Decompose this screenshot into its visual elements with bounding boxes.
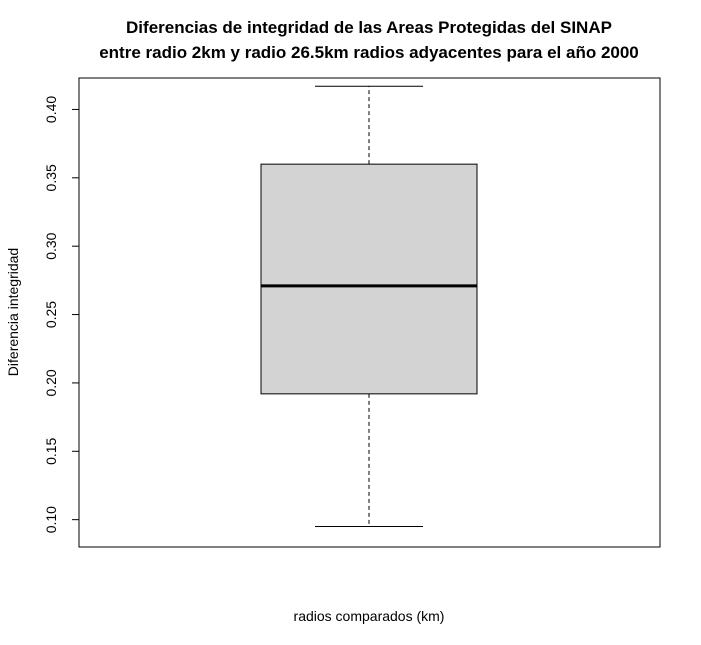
chart-title-line-1: Diferencias de integridad de las Areas P… (126, 18, 612, 37)
y-axis: 0.10 0.15 0.20 0.25 0.30 0.35 0.40 (43, 96, 80, 533)
x-axis-label: radios comparados (km) (294, 608, 445, 624)
y-tick-label: 0.40 (43, 96, 59, 123)
box-plot (260, 85, 478, 527)
y-axis-label: Diferencia integridad (5, 248, 21, 376)
y-tick-label: 0.25 (43, 301, 59, 328)
interquartile-box (260, 163, 478, 395)
y-tick-label: 0.20 (43, 369, 59, 396)
chart-title-line-2: entre radio 2km y radio 26.5km radios ad… (99, 43, 639, 62)
y-tick-label: 0.10 (43, 506, 59, 533)
y-tick-label: 0.35 (43, 164, 59, 191)
y-tick-label: 0.15 (43, 437, 59, 464)
y-tick-label: 0.30 (43, 232, 59, 259)
